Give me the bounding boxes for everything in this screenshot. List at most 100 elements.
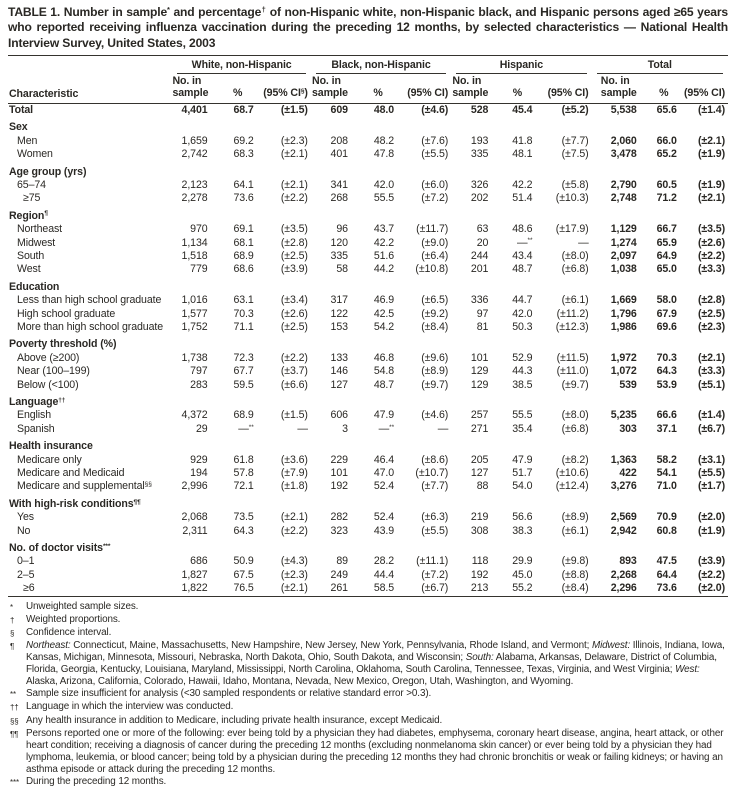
cell-ci: (±9.7): [421, 378, 449, 391]
characteristic-column-header: Characteristic: [8, 55, 173, 104]
cell-no: 539: [619, 378, 637, 391]
cell-ci: (±2.3): [280, 568, 308, 581]
cell-pct: 55.2: [512, 582, 533, 595]
cell-no: 101: [470, 351, 489, 364]
section-row-language: Language††: [8, 392, 728, 409]
cell-no: 2,268: [610, 568, 637, 581]
cell-pct: 73.6: [233, 192, 254, 205]
cell-no: 528: [470, 103, 489, 116]
vaccination-table: Characteristic White, non-Hispanic Black,…: [8, 54, 728, 597]
group-label: White, non-Hispanic: [177, 58, 306, 74]
cell-pct: 50.9: [233, 555, 254, 568]
section-label: Health insurance: [9, 440, 93, 453]
footnote-3: § Confidence interval.: [8, 627, 728, 640]
cell-ci: (±7.6): [421, 134, 449, 147]
cell-pct: 52.4: [373, 480, 395, 493]
cell-no: 970: [190, 223, 208, 236]
cell-no: 127: [470, 467, 489, 480]
cell-no: 2,278: [181, 192, 208, 205]
cell-pct: —**: [378, 422, 395, 435]
row-label: Above (≥200): [17, 351, 80, 364]
group-header-row: Characteristic White, non-Hispanic Black,…: [8, 55, 728, 104]
cell-no: 401: [330, 148, 348, 161]
table-row-65-74: 65–74 2,123 64.1 (±2.1) 341 42.0 (±6.0) 326 42.2…: [8, 179, 728, 192]
cell-pct: 48.2: [373, 134, 395, 147]
table-row-less-than-high-school-graduate: Less than high school graduate 1,016 63.1 (…: [8, 294, 728, 307]
footnotes-block: * Unweighted sample sizes. † Weighted propo…: [8, 601, 728, 789]
cell-ci: (±2.8): [698, 294, 725, 307]
table-row-75: ≥75 2,278 73.6 (±2.2) 268 55.5 (±7.2) 202 51.4 (±…: [8, 192, 728, 205]
cell-no: 1,972: [610, 351, 637, 364]
table-row-near-100-199: Near (100–199) 797 67.7 (±3.7) 146 54.8 (±8.9)…: [8, 365, 728, 378]
col-header-ci: (95% CI): [399, 73, 452, 104]
cell-pct: 46.9: [373, 294, 395, 307]
table-row-medicare-and-medicaid: Medicare and Medicaid 194 57.8 (±7.9) 101 47.…: [8, 467, 728, 480]
cell-pct: 54.8: [373, 365, 395, 378]
table-row-medicare-only: Medicare only 929 61.8 (±3.6) 229 46.4 (±8.6) 2…: [8, 454, 728, 467]
cell-pct: 42.0: [373, 178, 395, 191]
cell-ci: (±2.1): [698, 192, 725, 205]
cell-ci: (±7.9): [280, 467, 308, 480]
cell-pct: 59.5: [233, 378, 254, 391]
cell-no: 146: [330, 365, 348, 378]
cell-ci: (±1.9): [698, 524, 725, 537]
cell-ci: (±3.5): [698, 223, 725, 236]
cell-no: 341: [330, 178, 348, 191]
cell-pct: 60.5: [656, 178, 677, 191]
table-row-spanish: Spanish 29 —** — 3 —** — 271 35.4 (±6.8) 303 37.1 (±…: [8, 423, 728, 436]
col-header-ci: (95% CI): [681, 73, 728, 104]
cell-no: 303: [619, 422, 637, 435]
row-label: West: [17, 263, 41, 276]
group-label: Hispanic: [456, 58, 587, 74]
cell-no: 257: [470, 409, 489, 422]
footnote-marker: ***: [10, 778, 19, 788]
table-row-yes: Yes 2,068 73.5 (±2.1) 282 52.4 (±6.3) 219 56.6 (±…: [8, 511, 728, 524]
cell-no: 3,478: [610, 148, 637, 161]
cell-pct: 65.2: [656, 148, 677, 161]
cell-no: 317: [330, 294, 348, 307]
section-row-with-high-risk-conditions: With high-risk conditions¶¶: [8, 494, 728, 511]
cell-ci: (±3.4): [280, 294, 308, 307]
cell-no: 1,016: [181, 294, 208, 307]
footnote-text: Northeast: Connecticut, Maine, Massachus…: [26, 639, 725, 688]
cell-pct: 28.2: [373, 555, 395, 568]
group-label: Total: [596, 58, 723, 74]
cell-no: 2,742: [181, 148, 208, 161]
cell-no: 2,311: [182, 524, 208, 537]
cell-ci: (±6.7): [421, 582, 449, 595]
cell-no: 96: [336, 223, 348, 236]
cell-pct: 43.9: [373, 524, 395, 537]
cell-ci: (±8.4): [561, 582, 589, 595]
cell-no: 20: [476, 236, 489, 249]
cell-ci: (±1.9): [698, 178, 725, 191]
cell-no: 205: [470, 453, 489, 466]
cell-no: 2,296: [610, 582, 637, 595]
cell-pct: 72.1: [233, 480, 254, 493]
cell-ci: (±10.7): [415, 467, 449, 480]
cell-no: 3: [342, 422, 348, 435]
cell-no: 201: [470, 263, 489, 276]
table-row-above-200: Above (≥200) 1,738 72.3 (±2.2) 133 46.8 (±9.6)…: [8, 352, 728, 365]
cell-pct: 44.3: [512, 365, 533, 378]
cell-pct: 67.9: [656, 307, 677, 320]
cell-no: 2,942: [610, 524, 637, 537]
cell-no: 63: [476, 223, 489, 236]
cell-pct: 72.3: [233, 351, 254, 364]
cell-ci: (±1.5): [280, 409, 308, 422]
cell-pct: 38.5: [512, 378, 533, 391]
cell-pct: 44.7: [512, 294, 533, 307]
cell-no: 202: [470, 192, 489, 205]
cell-no: 1,738: [181, 351, 208, 364]
footnote-6: †† Language in which the interview was co…: [8, 701, 728, 714]
cell-ci: (±4.6): [421, 103, 449, 116]
cell-pct: 58.2: [656, 453, 677, 466]
cell-ci: (±2.5): [280, 320, 308, 333]
cell-pct: 70.3: [233, 307, 254, 320]
col-header-pct: %: [216, 73, 259, 104]
footnote-marker: †: [10, 615, 15, 625]
footnote-marker: §: [10, 628, 15, 638]
cell-ci: (±6.5): [421, 294, 449, 307]
cell-no: 81: [476, 320, 489, 333]
cell-pct: 51.7: [512, 467, 533, 480]
cell-ci: (±2.3): [698, 320, 725, 333]
